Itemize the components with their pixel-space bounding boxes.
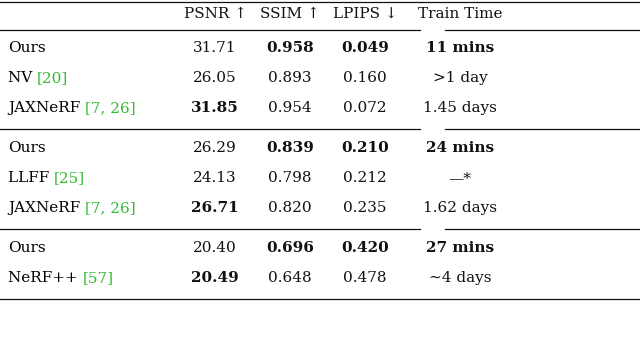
Text: 0.820: 0.820 xyxy=(268,201,312,215)
Text: [25]: [25] xyxy=(54,171,85,185)
Text: 0.210: 0.210 xyxy=(341,141,389,155)
Text: 31.85: 31.85 xyxy=(191,101,239,115)
Text: 0.696: 0.696 xyxy=(266,241,314,255)
Text: [7, 26]: [7, 26] xyxy=(85,201,136,215)
Text: >1 day: >1 day xyxy=(433,71,488,85)
Text: LLFF: LLFF xyxy=(8,171,54,185)
Text: NeRF++: NeRF++ xyxy=(8,271,83,285)
Text: PSNR ↑: PSNR ↑ xyxy=(184,7,246,21)
Text: 0.212: 0.212 xyxy=(343,171,387,185)
Text: 31.71: 31.71 xyxy=(193,41,237,55)
Text: Ours: Ours xyxy=(8,241,45,255)
Text: 26.71: 26.71 xyxy=(191,201,239,215)
Text: 11 mins: 11 mins xyxy=(426,41,494,55)
Text: ∼4 days: ∼4 days xyxy=(429,271,492,285)
Text: Train Time: Train Time xyxy=(418,7,502,21)
Text: NV: NV xyxy=(8,71,37,85)
Text: 0.798: 0.798 xyxy=(268,171,312,185)
Text: SSIM ↑: SSIM ↑ xyxy=(260,7,320,21)
Text: 0.954: 0.954 xyxy=(268,101,312,115)
Text: JAXNeRF: JAXNeRF xyxy=(8,101,85,115)
Text: 0.478: 0.478 xyxy=(343,271,387,285)
Text: 1.62 days: 1.62 days xyxy=(423,201,497,215)
Text: [7, 26]: [7, 26] xyxy=(85,101,136,115)
Text: 24 mins: 24 mins xyxy=(426,141,494,155)
Text: [20]: [20] xyxy=(37,71,68,85)
Text: JAXNeRF: JAXNeRF xyxy=(8,201,85,215)
Text: 0.235: 0.235 xyxy=(343,201,387,215)
Text: LPIPS ↓: LPIPS ↓ xyxy=(333,7,397,21)
Text: 0.839: 0.839 xyxy=(266,141,314,155)
Text: 20.49: 20.49 xyxy=(191,271,239,285)
Text: 27 mins: 27 mins xyxy=(426,241,494,255)
Text: 0.049: 0.049 xyxy=(341,41,389,55)
Text: 0.893: 0.893 xyxy=(268,71,312,85)
Text: 0.648: 0.648 xyxy=(268,271,312,285)
Text: 0.072: 0.072 xyxy=(343,101,387,115)
Text: [57]: [57] xyxy=(83,271,114,285)
Text: Ours: Ours xyxy=(8,141,45,155)
Text: 1.45 days: 1.45 days xyxy=(423,101,497,115)
Text: —*: —* xyxy=(449,171,472,185)
Text: 0.958: 0.958 xyxy=(266,41,314,55)
Text: 0.160: 0.160 xyxy=(343,71,387,85)
Text: 24.13: 24.13 xyxy=(193,171,237,185)
Text: 20.40: 20.40 xyxy=(193,241,237,255)
Text: 26.05: 26.05 xyxy=(193,71,237,85)
Text: 0.420: 0.420 xyxy=(341,241,389,255)
Text: Ours: Ours xyxy=(8,41,45,55)
Text: 26.29: 26.29 xyxy=(193,141,237,155)
